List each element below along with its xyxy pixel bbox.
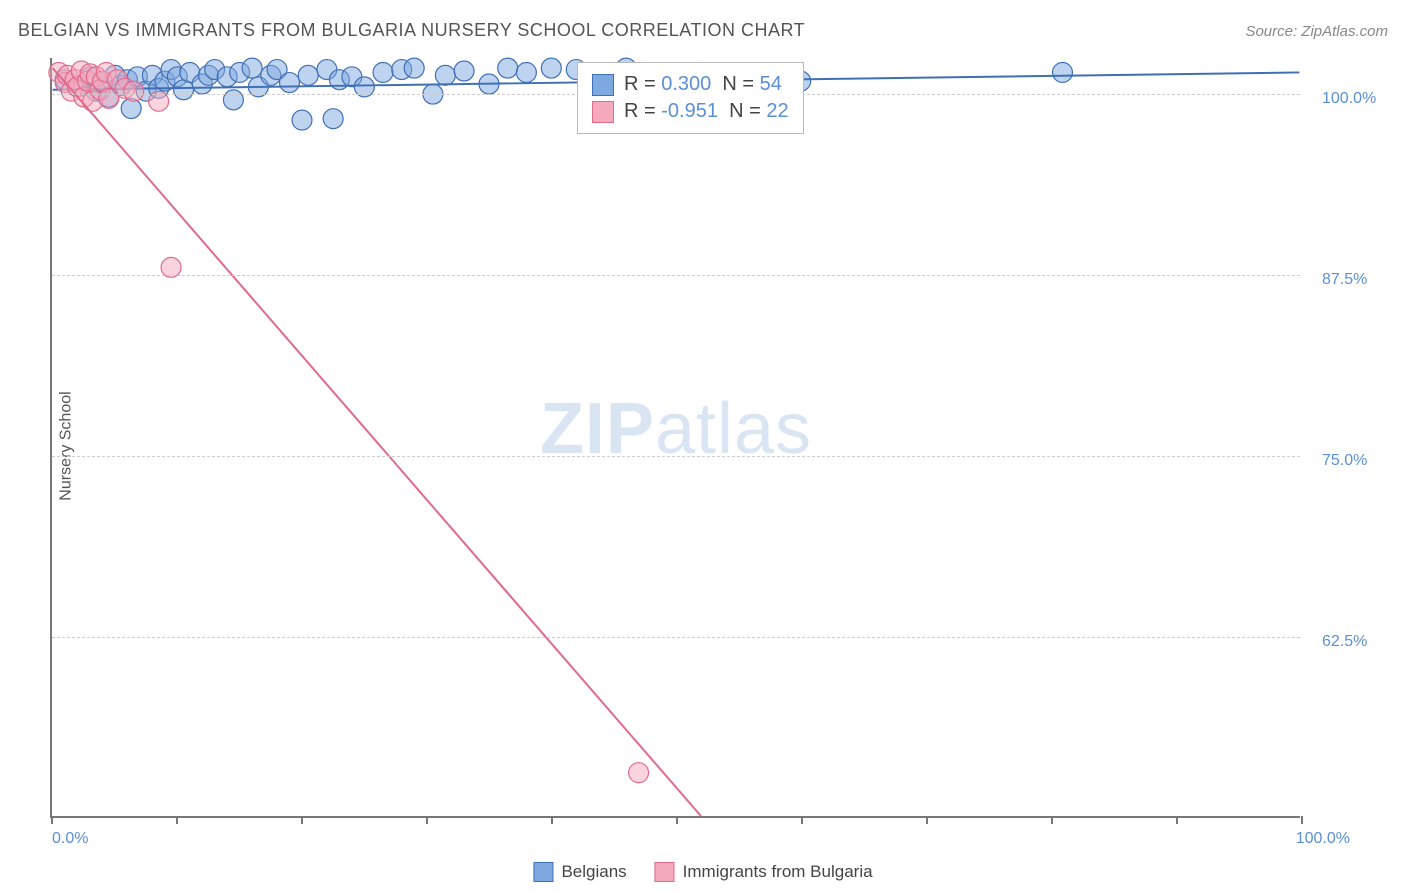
x-axis-min-label: 0.0% [52, 830, 88, 848]
x-tick [551, 816, 553, 824]
data-point [541, 58, 561, 78]
x-tick [51, 816, 53, 824]
gridline [52, 637, 1300, 638]
data-point [298, 65, 318, 85]
x-tick [1301, 816, 1303, 824]
stats-box: R = 0.300 N = 54 R = -0.951 N = 22 [577, 62, 804, 134]
legend-swatch [655, 862, 675, 882]
data-point [223, 90, 243, 110]
data-point [498, 58, 518, 78]
stats-text: R = 0.300 N = 54 [624, 73, 782, 96]
stats-row: R = 0.300 N = 54 [592, 73, 789, 96]
legend-item: Immigrants from Bulgaria [655, 862, 873, 882]
data-point [1053, 62, 1073, 82]
x-tick [801, 816, 803, 824]
data-point [323, 109, 343, 129]
plot-area: ZIPatlas 62.5%75.0%87.5%100.0%0.0%100.0%… [50, 58, 1300, 818]
legend-label: Belgians [561, 862, 626, 882]
legend-swatch [533, 862, 553, 882]
gridline [52, 456, 1300, 457]
stats-text: R = -0.951 N = 22 [624, 100, 789, 123]
y-tick-label: 100.0% [1322, 90, 1376, 108]
data-point [373, 62, 393, 82]
x-tick [1051, 816, 1053, 824]
y-tick-label: 87.5% [1322, 271, 1367, 289]
x-tick [676, 816, 678, 824]
chart-header: BELGIAN VS IMMIGRANTS FROM BULGARIA NURS… [18, 20, 1388, 41]
data-point [435, 65, 455, 85]
legend-label: Immigrants from Bulgaria [683, 862, 873, 882]
x-tick [176, 816, 178, 824]
data-point [292, 110, 312, 130]
regression-line [53, 68, 701, 816]
data-point [404, 58, 424, 78]
x-tick [301, 816, 303, 824]
series-swatch [592, 101, 614, 123]
x-tick [926, 816, 928, 824]
data-point [454, 61, 474, 81]
data-point [280, 73, 300, 93]
legend-item: Belgians [533, 862, 626, 882]
data-point [629, 763, 649, 783]
chart-source: Source: ZipAtlas.com [1245, 23, 1388, 40]
data-point [124, 81, 144, 101]
x-axis-max-label: 100.0% [1296, 830, 1350, 848]
y-tick-label: 75.0% [1322, 452, 1367, 470]
chart-title: BELGIAN VS IMMIGRANTS FROM BULGARIA NURS… [18, 20, 805, 41]
stats-row: R = -0.951 N = 22 [592, 100, 789, 123]
x-tick [1176, 816, 1178, 824]
data-point [516, 62, 536, 82]
bottom-legend: Belgians Immigrants from Bulgaria [533, 862, 872, 882]
x-tick [426, 816, 428, 824]
data-point [121, 99, 141, 119]
y-tick-label: 62.5% [1322, 633, 1367, 651]
chart-svg [52, 58, 1300, 816]
series-swatch [592, 74, 614, 96]
data-point [242, 58, 262, 78]
gridline [52, 275, 1300, 276]
